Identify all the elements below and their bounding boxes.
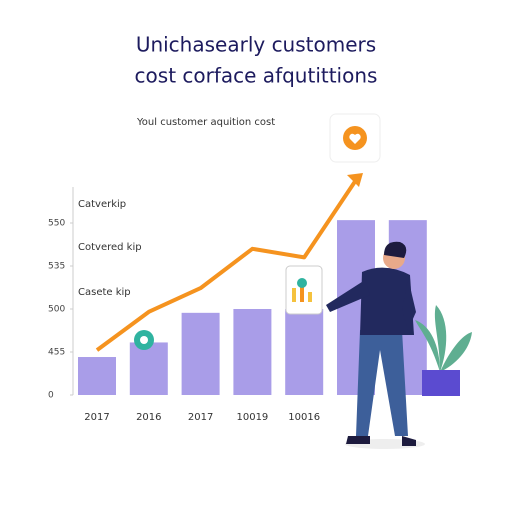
bar — [285, 309, 324, 395]
plant — [415, 305, 472, 396]
chart-subtitle: Youl customer aquition cost — [136, 117, 275, 128]
annotation: Cotvered kip — [78, 242, 142, 253]
y-tick-label: 0 — [48, 391, 54, 401]
trend-line — [95, 178, 358, 352]
annotation: Catverkip — [78, 199, 126, 210]
bar — [181, 312, 220, 395]
chart-title: Unichasearly customers — [136, 33, 376, 57]
person — [285, 241, 425, 449]
bar — [129, 342, 168, 395]
heart-badge — [329, 113, 381, 163]
y-tick-label: 500 — [48, 305, 65, 315]
bar — [233, 309, 272, 395]
y-tick-label: 455 — [48, 348, 65, 358]
x-tick-label: 10016 — [288, 412, 320, 423]
x-tick-label: 2016 — [136, 412, 161, 423]
x-tick-label: 10019 — [236, 412, 268, 423]
chart-title: cost corface afqutittions — [135, 64, 378, 88]
x-tick-label: 2017 — [84, 412, 109, 423]
annotation: Casete kip — [78, 287, 131, 298]
y-tick-label: 535 — [48, 262, 65, 272]
bar — [78, 357, 116, 395]
x-tick-label: 2017 — [188, 412, 213, 423]
pin-icon — [134, 330, 154, 350]
y-tick-label: 550 — [48, 219, 65, 229]
arrow-head — [347, 173, 363, 187]
